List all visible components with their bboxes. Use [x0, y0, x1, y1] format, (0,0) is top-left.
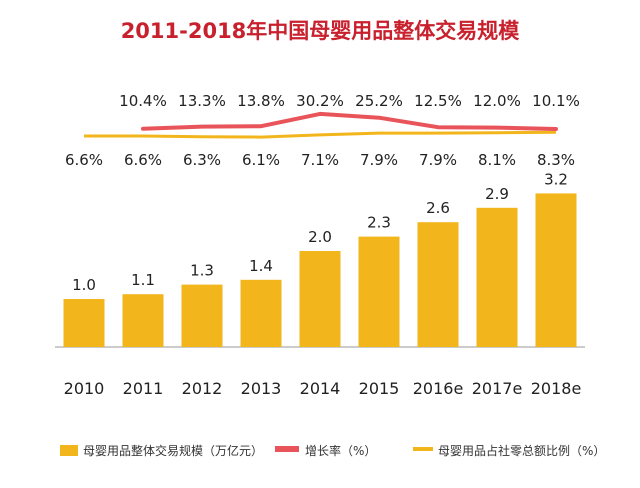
bar-value-label-2013: 1.4 — [249, 257, 273, 275]
bar-2017e — [476, 207, 518, 347]
growth-rate-label-2016e: 12.5% — [414, 92, 462, 110]
bar-value-label-2010: 1.0 — [72, 276, 96, 294]
legend: 母婴用品整体交易规模（万亿元） 增长率（%） 母婴用品占社零总额比例（%） — [60, 443, 605, 458]
share-ratio-label-2014: 7.1% — [301, 151, 339, 169]
bar-2010 — [63, 299, 105, 347]
share-ratio-label-2012: 6.3% — [183, 151, 221, 169]
chart-title: 2011-2018年中国母婴用品整体交易规模 — [121, 19, 521, 43]
bar-value-label-2018e: 3.2 — [544, 170, 568, 188]
legend-label-bar: 母婴用品整体交易规模（万亿元） — [83, 443, 263, 458]
growth-rate-label-2013: 13.8% — [237, 92, 285, 110]
legend-swatch-growth — [275, 446, 299, 452]
growth-rate-label-2015: 25.2% — [355, 92, 403, 110]
legend-label-share: 母婴用品占社零总额比例（%） — [438, 443, 605, 458]
bar-2014 — [299, 251, 341, 347]
bar-2015 — [358, 236, 400, 347]
bar-2013 — [240, 279, 282, 347]
share-ratio-label-2016e: 7.9% — [419, 151, 457, 169]
growth-rate-label-2014: 30.2% — [296, 92, 344, 110]
share-ratio-label-2018e: 8.3% — [537, 151, 575, 169]
x-tick-label-2010: 2010 — [64, 379, 105, 398]
bar-value-label-2016e: 2.6 — [426, 199, 450, 217]
share-ratio-label-2013: 6.1% — [242, 151, 280, 169]
share-ratio-label-2017e: 8.1% — [478, 151, 516, 169]
share-ratio-label-2011: 6.6% — [124, 151, 162, 169]
growth-rate-line — [141, 111, 558, 131]
bar-2016e — [417, 222, 459, 347]
growth-rate-label-2017e: 12.0% — [473, 92, 521, 110]
bar-2011 — [122, 294, 164, 347]
growth-rate-label-2012: 13.3% — [178, 92, 226, 110]
bar-value-label-2015: 2.3 — [367, 214, 391, 232]
share-ratio-label-2015: 7.9% — [360, 151, 398, 169]
legend-swatch-bar — [60, 445, 78, 456]
bar-value-label-2011: 1.1 — [131, 271, 155, 289]
share-ratio-line — [84, 130, 557, 139]
bar-2012 — [181, 284, 223, 347]
x-tick-label-2018e: 2018e — [531, 379, 582, 398]
growth-rate-label-2011: 10.4% — [119, 92, 167, 110]
bar-value-label-2014: 2.0 — [308, 228, 332, 246]
bar-2018e — [535, 193, 577, 347]
legend-label-growth: 增长率（%） — [305, 443, 376, 458]
bar-value-label-2017e: 2.9 — [485, 185, 509, 203]
bar-value-label-2012: 1.3 — [190, 262, 214, 280]
share-ratio-label-2010: 6.6% — [65, 151, 103, 169]
x-tick-label-2012: 2012 — [182, 379, 223, 398]
legend-swatch-share — [413, 447, 433, 451]
growth-rate-label-2018e: 10.1% — [532, 92, 580, 110]
x-tick-label-2011: 2011 — [123, 379, 164, 398]
x-tick-label-2013: 2013 — [241, 379, 282, 398]
x-tick-label-2017e: 2017e — [472, 379, 523, 398]
x-tick-label-2014: 2014 — [300, 379, 341, 398]
x-tick-label-2015: 2015 — [359, 379, 400, 398]
x-tick-label-2016e: 2016e — [413, 379, 464, 398]
